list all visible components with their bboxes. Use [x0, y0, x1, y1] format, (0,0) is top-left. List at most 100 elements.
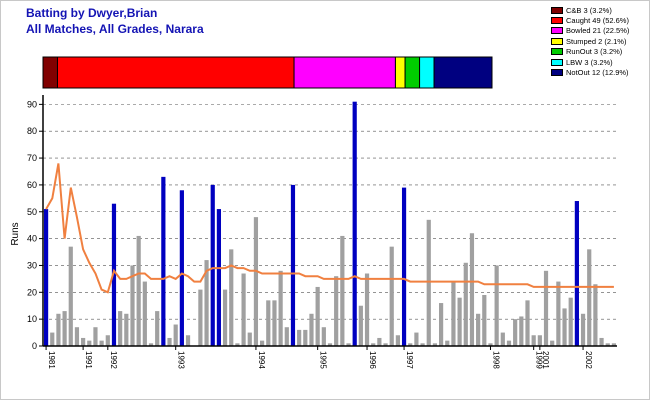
- runs-bar: [426, 219, 431, 346]
- runs-bar: [253, 217, 259, 346]
- legend-label: LBW 3 (3.2%): [566, 57, 613, 67]
- runs-bar: [377, 337, 382, 346]
- runs-bar: [519, 316, 524, 346]
- runs-bar: [62, 311, 67, 346]
- x-tick-label: 1996: [368, 351, 377, 369]
- dismissal-segment: [394, 56, 406, 89]
- runs-bar: [562, 308, 567, 346]
- y-tick-label: 0: [32, 341, 37, 351]
- runs-bar: [445, 340, 450, 346]
- legend-item: NotOut 12 (12.9%): [551, 67, 629, 77]
- runs-bar: [74, 327, 80, 346]
- y-axis-label: Runs: [10, 222, 21, 245]
- runs-bar: [587, 249, 592, 346]
- runs-bar: [482, 294, 487, 346]
- x-tick-label: 1995: [319, 351, 328, 369]
- runs-bar: [593, 284, 598, 346]
- runs-bar: [167, 337, 172, 346]
- legend-label: NotOut 12 (12.9%): [566, 68, 629, 78]
- runs-bar: [204, 260, 209, 346]
- runs-bar: [500, 332, 505, 346]
- runs-bar: [432, 343, 438, 346]
- runs-bar: [260, 340, 265, 346]
- grid-lines: [43, 104, 617, 320]
- legend-swatch: [551, 48, 563, 56]
- runs-bar: [556, 281, 561, 346]
- average-line: [45, 163, 614, 294]
- runs-bar: [525, 300, 530, 346]
- runs-bar: [68, 246, 73, 346]
- runs-bar: [334, 276, 339, 346]
- legend-item: LBW 3 (3.2%): [551, 57, 629, 67]
- runs-bar: [56, 313, 61, 346]
- dismissal-segment: [419, 56, 435, 89]
- runs-bar: [284, 327, 289, 346]
- runs-bar: [50, 332, 55, 346]
- x-tick-label: 1997: [405, 351, 414, 369]
- runs-bar: [408, 343, 413, 346]
- runs-bar: [93, 327, 98, 346]
- runs-bar: [247, 332, 252, 346]
- chart-title: Batting by Dwyer,Brian: [26, 6, 158, 20]
- legend-swatch: [551, 6, 563, 14]
- dismissal-segment: [56, 56, 295, 89]
- runs-bar: [118, 311, 123, 346]
- runs-bar: [297, 329, 302, 346]
- runs-bar: [155, 311, 160, 346]
- runs-bar: [451, 281, 456, 346]
- runs-bar: [321, 327, 326, 346]
- axes: [42, 95, 617, 347]
- legend-label: Bowled 21 (22.5%): [566, 26, 630, 36]
- runs-bar: [173, 324, 178, 346]
- runs-bar: [272, 300, 277, 346]
- runs-bar: [488, 343, 493, 346]
- average-line-group: [45, 163, 614, 294]
- y-tick-label: 20: [27, 287, 37, 297]
- y-tick-label: 40: [27, 234, 37, 244]
- legend-swatch: [551, 27, 563, 35]
- runs-bar: [99, 340, 104, 346]
- not-out-bar: [210, 184, 215, 346]
- legend-label: Caught 49 (52.6%): [566, 16, 629, 26]
- y-tick-label: 90: [27, 99, 37, 109]
- runs-bar: [457, 297, 462, 346]
- runs-bar: [315, 286, 320, 346]
- runs-bar: [389, 246, 394, 346]
- runs-bar: [469, 233, 475, 346]
- runs-bar: [395, 335, 400, 346]
- runs-bar: [599, 337, 604, 346]
- runs-bar: [438, 303, 444, 346]
- not-out-bar: [352, 101, 357, 346]
- runs-bar: [358, 305, 363, 346]
- runs-bar: [476, 313, 481, 346]
- y-tick-labels: 0 10 20 30 40 50 60 70 80 90: [27, 99, 43, 351]
- runs-bar: [506, 340, 512, 346]
- x-tick-label: 1992: [109, 351, 118, 369]
- runs-bar: [568, 297, 573, 346]
- legend-item: Stumped 2 (2.1%): [551, 36, 629, 46]
- legend-item: Caught 49 (52.6%): [551, 15, 629, 25]
- runs-bar: [124, 313, 129, 346]
- runs-bar: [364, 273, 370, 346]
- runs-bar: [87, 340, 92, 346]
- runs-bar: [340, 235, 345, 346]
- runs-bar: [241, 273, 246, 346]
- runs-bar: [605, 343, 610, 346]
- runs-bar: [383, 343, 388, 346]
- runs-bar: [148, 343, 154, 346]
- chart-title-block: Batting by Dwyer,Brian All Matches, All …: [26, 5, 204, 37]
- dismissal-segment: [293, 56, 396, 89]
- runs-bar: [531, 335, 536, 346]
- legend-item: RunOut 3 (3.2%): [551, 47, 629, 57]
- legend: C&B 3 (3.2%) Caught 49 (52.6%) Bowled 21 (…: [551, 5, 629, 78]
- runs-bar: [229, 249, 234, 346]
- x-tick-labels: 1981 1991 1992 1993 1994 1995 1996 1997 1998 1999…: [45, 346, 593, 369]
- legend-swatch: [551, 37, 563, 45]
- legend-item: Bowled 21 (22.5%): [551, 26, 629, 36]
- runs-bar: [550, 340, 555, 346]
- y-tick-label: 70: [27, 153, 37, 163]
- runs-bar: [463, 262, 468, 346]
- runs-bar: [611, 343, 617, 346]
- y-tick-label: 80: [27, 126, 37, 136]
- not-out-bar: [161, 176, 166, 346]
